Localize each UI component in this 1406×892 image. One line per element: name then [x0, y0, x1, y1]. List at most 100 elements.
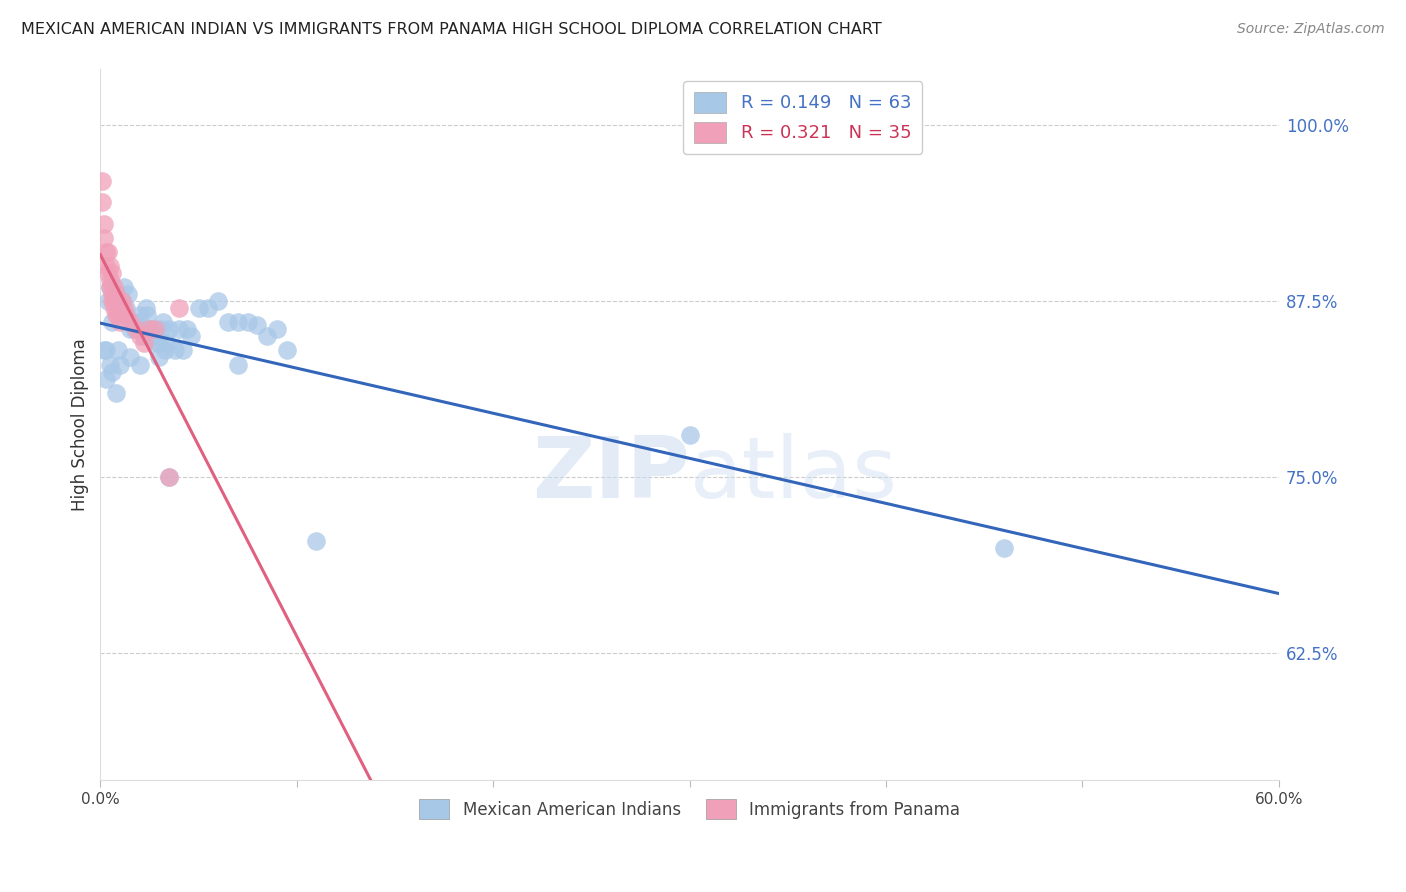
Point: [157, 322, 180, 336]
Point: [101, 287, 124, 301]
Point: [108, 315, 131, 329]
Point: [176, 322, 198, 336]
Point: [98, 280, 121, 294]
Point: [152, 315, 174, 329]
Point: [98, 259, 121, 273]
Point: [266, 322, 288, 336]
Point: [207, 294, 229, 309]
Point: [127, 322, 149, 336]
Point: [108, 301, 131, 315]
Point: [105, 385, 128, 400]
Point: [256, 329, 278, 343]
Point: [146, 336, 169, 351]
Point: [167, 322, 190, 336]
Point: [107, 343, 129, 358]
Point: [132, 329, 155, 343]
Point: [236, 315, 259, 329]
Point: [305, 533, 328, 548]
Y-axis label: High School Diploma: High School Diploma: [72, 338, 89, 511]
Point: [101, 365, 124, 379]
Point: [138, 322, 160, 336]
Point: [103, 301, 125, 315]
Point: [993, 541, 1015, 555]
Point: [108, 301, 131, 315]
Point: [125, 322, 148, 336]
Point: [93, 217, 115, 231]
Point: [136, 308, 159, 322]
Point: [217, 315, 239, 329]
Point: [180, 329, 202, 343]
Point: [128, 308, 150, 322]
Point: [157, 470, 180, 484]
Point: [187, 301, 209, 315]
Point: [118, 322, 141, 336]
Point: [128, 329, 150, 343]
Point: [226, 358, 249, 372]
Point: [98, 358, 121, 372]
Point: [197, 301, 219, 315]
Point: [142, 322, 165, 336]
Point: [143, 322, 166, 336]
Point: [157, 470, 180, 484]
Point: [112, 301, 135, 315]
Text: ZIP: ZIP: [531, 433, 689, 516]
Point: [105, 287, 128, 301]
Point: [96, 371, 118, 385]
Point: [105, 287, 128, 301]
Point: [135, 301, 157, 315]
Point: [101, 315, 124, 329]
Point: [105, 301, 128, 315]
Point: [93, 343, 115, 358]
Point: [118, 351, 141, 365]
Point: [107, 294, 129, 309]
Point: [163, 343, 186, 358]
Point: [97, 294, 120, 309]
Point: [117, 287, 139, 301]
Point: [107, 308, 129, 322]
Point: [105, 308, 128, 322]
Point: [103, 294, 125, 309]
Text: atlas: atlas: [689, 433, 897, 516]
Point: [148, 336, 170, 351]
Point: [226, 315, 249, 329]
Point: [128, 358, 150, 372]
Point: [153, 343, 176, 358]
Point: [121, 315, 143, 329]
Point: [167, 301, 190, 315]
Point: [103, 280, 125, 294]
Point: [172, 343, 194, 358]
Point: [138, 322, 160, 336]
Point: [132, 336, 155, 351]
Point: [125, 315, 148, 329]
Point: [111, 294, 134, 309]
Legend: Mexican American Indians, Immigrants from Panama: Mexican American Indians, Immigrants fro…: [412, 793, 967, 825]
Point: [101, 266, 124, 280]
Point: [143, 329, 166, 343]
Point: [97, 266, 120, 280]
Point: [112, 280, 135, 294]
Point: [118, 315, 141, 329]
Point: [246, 318, 269, 332]
Point: [91, 174, 114, 188]
Point: [150, 322, 173, 336]
Point: [122, 322, 145, 336]
Point: [115, 301, 138, 315]
Point: [131, 322, 153, 336]
Point: [678, 428, 700, 442]
Point: [93, 230, 115, 244]
Point: [96, 343, 118, 358]
Text: MEXICAN AMERICAN INDIAN VS IMMIGRANTS FROM PANAMA HIGH SCHOOL DIPLOMA CORRELATIO: MEXICAN AMERICAN INDIAN VS IMMIGRANTS FR…: [21, 22, 882, 37]
Point: [98, 280, 121, 294]
Point: [96, 244, 118, 259]
Text: Source: ZipAtlas.com: Source: ZipAtlas.com: [1237, 22, 1385, 37]
Point: [96, 259, 118, 273]
Point: [91, 195, 114, 210]
Point: [148, 351, 170, 365]
Point: [97, 244, 120, 259]
Point: [276, 343, 298, 358]
Point: [101, 294, 124, 309]
Point: [108, 358, 131, 372]
Point: [103, 294, 125, 309]
Point: [111, 294, 134, 309]
Point: [156, 336, 179, 351]
